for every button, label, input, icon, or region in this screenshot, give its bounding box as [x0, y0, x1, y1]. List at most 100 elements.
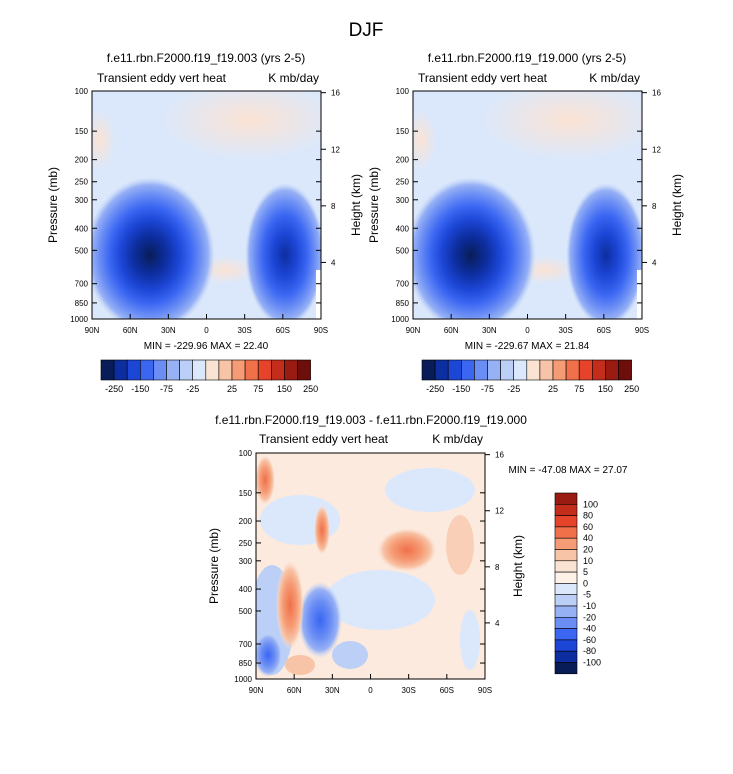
colorbar-swatch — [554, 594, 578, 607]
panel-2-y-label-right: Height (km) — [670, 174, 684, 236]
panel-3-y-tick-label: 300 — [239, 557, 253, 566]
colorbar-swatch — [218, 359, 233, 381]
colorbar-swatch — [231, 359, 246, 381]
colorbar-swatch — [447, 359, 462, 381]
panel-3-y-tick-label: 100 — [239, 449, 253, 458]
panel-1-y-tick-label: 400 — [75, 224, 89, 233]
colorbar-swatch — [554, 503, 578, 516]
panel-3-x-tick-label: 0 — [368, 686, 373, 695]
panel-1-y-label-right: Height (km) — [349, 174, 363, 236]
panel-2-y-label: Pressure (mb) — [367, 167, 381, 243]
panel-2-y-right-tick-label: 16 — [652, 89, 661, 98]
panel-2-x-axis: 90N 60N 30N 0 30S 60S 90S — [406, 314, 649, 335]
panel-2-y-axis-right: 16 12 8 4 — [642, 89, 661, 267]
panel-1-y-tick-label: 150 — [75, 127, 89, 136]
colorbar-label: -80 — [583, 646, 596, 656]
panel-3-subtitle-left: Transient eddy vert heat — [259, 432, 389, 446]
panel-3-minmax: MIN = -47.08 MAX = 27.07 — [509, 465, 628, 476]
colorbar-swatch — [605, 359, 619, 381]
colorbar-swatch — [460, 359, 475, 381]
panel-2-y-tick-label: 1000 — [391, 315, 409, 324]
panel-2-x-tick-label: 30S — [559, 326, 573, 335]
panel-1-x-tick-label: 30N — [161, 326, 176, 335]
panel-3-y-axis-right: 16 12 8 4 — [485, 451, 504, 628]
colorbar-swatch — [554, 583, 578, 596]
panel-3-x-tick-label: 90N — [249, 686, 264, 695]
panel-1: f.e11.rbn.F2000.f19_f19.003 (yrs 2-5) Tr… — [46, 51, 363, 394]
colorbar-label: 10 — [583, 556, 593, 566]
colorbar-swatch — [153, 359, 167, 381]
panel-1-y-tick-label: 100 — [75, 87, 89, 96]
panel-2-y-tick-label: 500 — [396, 246, 410, 255]
colorbar-label: 25 — [227, 384, 237, 394]
colorbar-swatch — [554, 515, 578, 528]
panel-3-x-tick-label: 30N — [325, 686, 340, 695]
colorbar-swatch — [554, 549, 578, 562]
panel-2: f.e11.rbn.F2000.f19_f19.000 (yrs 2-5) Tr… — [367, 51, 684, 394]
panel-2-y-tick-label: 300 — [396, 196, 410, 205]
colorbar-label: 75 — [253, 384, 263, 394]
panel-3-y-tick-label: 500 — [239, 607, 253, 616]
panel-1-x-tick-label: 60S — [276, 326, 290, 335]
colorbar-swatch — [487, 359, 501, 381]
panel-1-minmax: MIN = -229.96 MAX = 22.40 — [144, 341, 269, 352]
panel-3-x-axis: 90N 60N 30N 0 30S 60S 90S — [249, 674, 492, 695]
colorbar-swatch — [554, 639, 578, 652]
panel-3-y-right-tick-label: 16 — [495, 451, 504, 460]
colorbar-swatch — [166, 359, 180, 381]
colorbar-label: 20 — [583, 545, 593, 555]
colorbar-swatch — [474, 359, 488, 381]
colorbar-swatch — [554, 628, 578, 641]
colorbar-swatch — [100, 359, 115, 381]
panel-2-x-tick-label: 30N — [482, 326, 497, 335]
colorbar-label: 100 — [583, 499, 598, 509]
colorbar-swatch — [192, 359, 207, 381]
panel-1-colorbar: -250 -150 -75 -25 25 75 150 250 — [100, 359, 318, 394]
colorbar-label: 75 — [574, 384, 584, 394]
colorbar-swatch — [421, 359, 436, 381]
panel-1-y-axis-right: 16 12 8 4 — [321, 89, 340, 267]
colorbar-swatch — [554, 605, 578, 618]
panel-1-y-axis: 100 150 200 250 300 400 500 700 850 1000 — [70, 87, 321, 324]
figure-title: DJF — [349, 20, 384, 41]
colorbar-label: 250 — [624, 384, 639, 394]
panel-1-y-right-tick-label: 16 — [331, 89, 340, 98]
panel-2-x-tick-label: 60N — [444, 326, 459, 335]
panel-3-y-tick-label: 150 — [239, 489, 253, 498]
panel-3-x-tick-label: 60S — [440, 686, 454, 695]
panel-3-x-tick-label: 90S — [478, 686, 492, 695]
panel-3-x-tick-label: 60N — [287, 686, 302, 695]
colorbar-swatch — [578, 359, 593, 381]
colorbar-label: -100 — [583, 658, 601, 668]
panel-3-x-tick-label: 30S — [402, 686, 416, 695]
colorbar-swatch — [554, 650, 578, 663]
panel-1-subtitle-left: Transient eddy vert heat — [97, 71, 227, 85]
panel-3-subtitle-right: K mb/day — [432, 432, 483, 446]
colorbar-label: -150 — [131, 384, 149, 394]
colorbar-label: -25 — [186, 384, 199, 394]
colorbar-swatch — [513, 359, 528, 381]
panel-1-y-tick-label: 1000 — [70, 315, 88, 324]
panel-1-y-tick-label: 700 — [75, 280, 89, 289]
colorbar-swatch — [552, 359, 567, 381]
colorbar-label: -25 — [507, 384, 520, 394]
panel-2-y-right-tick-label: 8 — [652, 202, 657, 211]
colorbar-swatch — [179, 359, 194, 381]
panel-1-x-tick-label: 30S — [238, 326, 252, 335]
colorbar-swatch — [554, 560, 578, 573]
colorbar-label: 0 — [583, 578, 588, 588]
panel-2-y-right-tick-label: 12 — [652, 145, 661, 154]
colorbar-swatch — [554, 492, 578, 505]
panel-2-contour-field — [413, 91, 642, 319]
panel-2-x-tick-label: 90N — [406, 326, 421, 335]
panel-3-y-label-right: Height (km) — [511, 535, 525, 597]
panel-3-y-right-tick-label: 4 — [495, 619, 500, 628]
colorbar-swatch — [591, 359, 606, 381]
panel-2-y-tick-label: 850 — [396, 299, 410, 308]
colorbar-swatch — [554, 537, 578, 550]
colorbar-swatch — [244, 359, 259, 381]
panel-1-subtitle-right: K mb/day — [268, 71, 319, 85]
colorbar-swatch — [113, 359, 128, 381]
colorbar-label: 80 — [583, 511, 593, 521]
colorbar-swatch — [565, 359, 580, 381]
